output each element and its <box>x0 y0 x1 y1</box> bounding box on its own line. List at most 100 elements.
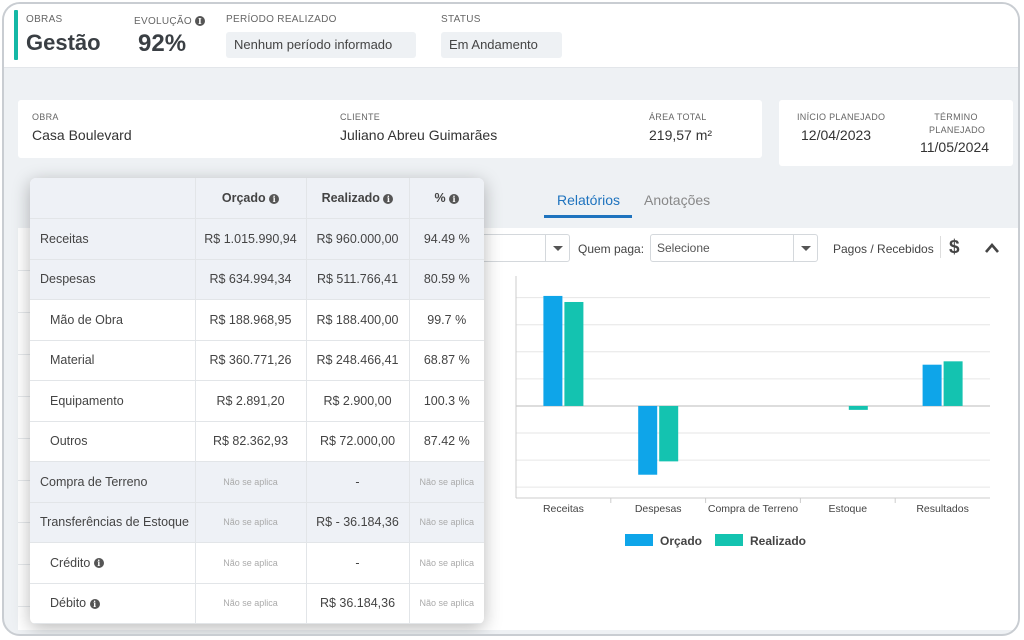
cell-orcado: R$ 82.362,93 <box>195 421 307 462</box>
chart-x-tick-label: Resultados <box>916 503 969 515</box>
column-header-orcado: Orçado i <box>195 178 307 219</box>
table-header-row: Orçado i Realizado i % i <box>30 178 484 219</box>
row-label-text: Material <box>50 353 95 368</box>
info-icon[interactable]: i <box>93 558 104 569</box>
page-header: OBRAS Gestão EVOLUÇÃO i 92% PERÍODO REAL… <box>4 4 1018 68</box>
cell-realizado: R$ 248.466,41 <box>306 340 410 381</box>
table-body: Receitas R$ 1.015.990,94 R$ 960.000,00 94.4… <box>30 218 484 624</box>
cell-realizado: R$ 72.000,00 <box>306 421 410 462</box>
chevron-down-icon <box>793 235 817 261</box>
table-row: Crédito i Não se aplica - Não se aplica <box>30 542 484 584</box>
chart-bar-realizado[interactable] <box>848 405 868 410</box>
chart-bar-realizado[interactable] <box>943 361 963 406</box>
info-icon[interactable]: i <box>383 193 394 204</box>
legend-label-orcado: Orçado <box>660 534 703 548</box>
tab-active-indicator <box>544 215 632 218</box>
column-header-label <box>30 178 196 219</box>
cell-realizado: R$ 511.766,41 <box>306 259 410 300</box>
chart-x-tick-label: Estoque <box>829 503 868 515</box>
cell-orcado: Não se aplica <box>195 461 307 503</box>
info-icon[interactable]: i <box>269 193 280 204</box>
cell-percent: 80.59 % <box>409 259 484 300</box>
cell-percent: 99.7 % <box>409 299 484 341</box>
cell-orcado: R$ 188.968,95 <box>195 299 307 341</box>
row-label-text: Transferências de Estoque <box>40 515 189 530</box>
cell-orcado: R$ 634.994,34 <box>195 259 307 300</box>
pagos-recebidos-toggle[interactable]: Pagos / Recebidos <box>833 242 934 256</box>
row-label-text: Outros <box>50 434 88 449</box>
obra-value: Casa Boulevard <box>32 127 132 143</box>
quem-paga-select[interactable]: Selecione <box>650 234 818 262</box>
info-icon[interactable]: i <box>195 16 206 27</box>
row-label: Equipamento <box>30 380 196 422</box>
termino-label-line2: PLANEJADO <box>929 125 986 135</box>
inicio-value: 12/04/2023 <box>801 127 872 143</box>
table-row: Transferências de Estoque Não se aplica R$… <box>30 502 484 543</box>
column-header-orcado-text: Orçado <box>221 191 266 205</box>
cell-percent: Não se aplica <box>409 542 484 584</box>
financial-summary-popup: Orçado i Realizado i % i Receitas R$ 1.01… <box>30 178 484 624</box>
inicio-label: INÍCIO PLANEJADO <box>797 112 886 122</box>
chevron-down-icon <box>545 235 569 261</box>
bar-chart: Receitas Despesas Compra de Terreno Estoque… <box>515 276 990 515</box>
cell-orcado: R$ 2.891,20 <box>195 380 307 422</box>
row-label-text: Equipamento <box>50 393 124 408</box>
tab-anotacoes[interactable]: Anotações <box>644 192 711 208</box>
chart-bar-orcado[interactable] <box>543 295 563 406</box>
chevron-up-icon[interactable] <box>984 241 1000 257</box>
chart-bar-realizado[interactable] <box>659 405 679 462</box>
cell-realizado: R$ 36.184,36 <box>306 583 410 624</box>
cell-percent: Não se aplica <box>409 502 484 543</box>
divider <box>940 236 941 258</box>
legend-label-realizado: Realizado <box>750 534 807 548</box>
table-row: Receitas R$ 1.015.990,94 R$ 960.000,00 94.4… <box>30 218 484 260</box>
legend-swatch-orcado <box>625 534 653 546</box>
termino-value: 11/05/2024 <box>920 139 990 155</box>
table-row: Equipamento R$ 2.891,20 R$ 2.900,00 100.3 % <box>30 380 484 422</box>
cell-orcado: R$ 360.771,26 <box>195 340 307 381</box>
info-icon[interactable]: i <box>89 598 100 609</box>
info-icon[interactable]: i <box>449 193 460 204</box>
cell-realizado: R$ - 36.184,36 <box>306 502 410 543</box>
chart-bar-orcado[interactable] <box>638 405 658 475</box>
row-label: Receitas <box>30 218 196 260</box>
termino-label: TÉRMINO PLANEJADO <box>929 112 986 135</box>
row-label: Débito i <box>30 583 196 624</box>
status-badge: Em Andamento <box>441 32 562 58</box>
page-title: Gestão <box>26 30 101 55</box>
table-row: Despesas R$ 634.994,34 R$ 511.766,41 80.59 … <box>30 259 484 300</box>
row-label-text: Débito <box>50 596 87 611</box>
obras-label: OBRAS <box>26 14 63 25</box>
chart-x-tick-label: Despesas <box>635 503 682 515</box>
cell-realizado: R$ 188.400,00 <box>306 299 410 341</box>
column-header-percent-text: % <box>434 191 446 205</box>
column-header-percent: % i <box>409 178 484 219</box>
area-label: ÁREA TOTAL <box>649 112 707 122</box>
dollar-icon[interactable]: $ <box>949 237 960 258</box>
chart-bar-orcado[interactable] <box>922 364 942 406</box>
row-label: Despesas <box>30 259 196 300</box>
chart-x-tick-label: Compra de Terreno <box>708 503 798 515</box>
cell-percent: Não se aplica <box>409 461 484 503</box>
evolucao-label-text: EVOLUÇÃO <box>134 16 192 27</box>
table-row: Compra de Terreno Não se aplica - Não se ap… <box>30 461 484 503</box>
row-label: Outros <box>30 421 196 462</box>
cell-realizado: - <box>306 542 410 584</box>
header-accent-bar <box>14 10 18 60</box>
row-label-text: Crédito <box>50 555 91 570</box>
cell-orcado: R$ 1.015.990,94 <box>195 218 307 260</box>
filter-select[interactable] <box>474 234 570 262</box>
cell-percent: Não se aplica <box>409 583 484 624</box>
legend-swatch-realizado <box>715 534 743 546</box>
row-label: Crédito i <box>30 542 196 584</box>
cell-realizado: R$ 2.900,00 <box>306 380 410 422</box>
cliente-value: Juliano Abreu Guimarães <box>340 127 498 143</box>
row-label-text: Compra de Terreno <box>40 474 148 489</box>
obra-label: OBRA <box>32 112 59 122</box>
table-row: Outros R$ 82.362,93 R$ 72.000,00 87.42 % <box>30 421 484 462</box>
chart-bar-realizado[interactable] <box>564 301 584 406</box>
row-label: Mão de Obra <box>30 299 196 341</box>
table-row: Mão de Obra R$ 188.968,95 R$ 188.400,00 99.… <box>30 299 484 341</box>
tab-relatorios[interactable]: Relatórios <box>557 192 621 208</box>
